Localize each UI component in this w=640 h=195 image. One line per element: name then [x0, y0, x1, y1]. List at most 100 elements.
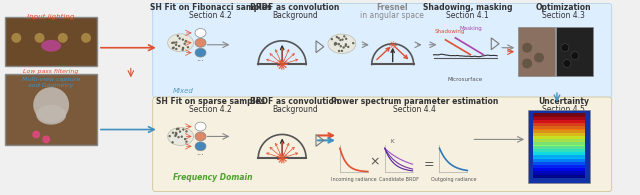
- Circle shape: [175, 134, 177, 136]
- Circle shape: [35, 33, 45, 43]
- Circle shape: [182, 49, 184, 51]
- Text: Section 4.1: Section 4.1: [446, 11, 489, 20]
- Circle shape: [33, 87, 69, 123]
- Circle shape: [571, 52, 579, 59]
- Circle shape: [42, 136, 50, 143]
- Text: Power spectrum parameter estimation: Power spectrum parameter estimation: [331, 97, 499, 106]
- Bar: [533, 168, 585, 171]
- Text: Candidate BRDF: Candidate BRDF: [379, 177, 419, 182]
- Circle shape: [32, 130, 40, 138]
- Bar: [533, 152, 585, 155]
- Circle shape: [339, 39, 342, 41]
- Ellipse shape: [195, 48, 206, 57]
- Ellipse shape: [41, 40, 61, 52]
- Circle shape: [182, 47, 184, 49]
- Circle shape: [335, 43, 338, 45]
- Bar: [533, 139, 585, 143]
- Circle shape: [175, 44, 177, 46]
- Circle shape: [184, 43, 186, 45]
- Ellipse shape: [195, 38, 206, 47]
- Bar: [533, 155, 585, 159]
- Circle shape: [182, 128, 184, 131]
- Circle shape: [338, 43, 340, 45]
- Bar: [533, 116, 585, 120]
- Text: Section 4.4: Section 4.4: [393, 105, 436, 114]
- Circle shape: [342, 46, 345, 49]
- Circle shape: [168, 135, 171, 137]
- Text: ...: ...: [196, 148, 204, 157]
- Text: Background: Background: [272, 11, 318, 20]
- Circle shape: [561, 44, 569, 52]
- Circle shape: [344, 45, 347, 47]
- Text: Masking: Masking: [460, 26, 483, 31]
- Circle shape: [58, 33, 68, 43]
- Ellipse shape: [168, 34, 193, 52]
- Text: SH Fit on sparse samples: SH Fit on sparse samples: [156, 97, 265, 106]
- Bar: [533, 171, 585, 175]
- Circle shape: [172, 141, 174, 144]
- Ellipse shape: [195, 28, 206, 37]
- Circle shape: [522, 43, 532, 53]
- Circle shape: [173, 41, 175, 44]
- Text: Section 4.3: Section 4.3: [543, 11, 586, 20]
- FancyBboxPatch shape: [556, 27, 593, 76]
- Text: BRDF as convolution: BRDF as convolution: [250, 3, 340, 12]
- Ellipse shape: [328, 34, 356, 53]
- Bar: [533, 136, 585, 139]
- Text: Input lighting: Input lighting: [28, 14, 75, 20]
- Circle shape: [174, 135, 177, 137]
- Circle shape: [184, 40, 187, 43]
- Circle shape: [12, 33, 21, 43]
- Circle shape: [176, 128, 178, 130]
- Text: Shadowing: Shadowing: [435, 29, 465, 34]
- Circle shape: [343, 35, 346, 37]
- Circle shape: [340, 50, 343, 52]
- Text: Shadowing, masking: Shadowing, masking: [422, 3, 512, 12]
- Bar: [533, 123, 585, 126]
- Circle shape: [187, 46, 189, 48]
- Circle shape: [340, 45, 342, 47]
- Circle shape: [175, 133, 178, 135]
- Text: in angular space: in angular space: [360, 11, 424, 20]
- FancyBboxPatch shape: [5, 17, 97, 66]
- FancyBboxPatch shape: [153, 3, 612, 98]
- Circle shape: [177, 128, 180, 130]
- Bar: [533, 126, 585, 130]
- Text: BRDF as convolution: BRDF as convolution: [250, 97, 340, 106]
- Text: ...: ...: [196, 54, 204, 63]
- FancyBboxPatch shape: [528, 110, 590, 183]
- Circle shape: [345, 43, 347, 45]
- Text: Section 4.2: Section 4.2: [189, 105, 232, 114]
- Circle shape: [175, 132, 177, 134]
- Bar: [533, 113, 585, 117]
- Text: Frequency Domain: Frequency Domain: [173, 173, 252, 182]
- FancyBboxPatch shape: [153, 97, 612, 192]
- Circle shape: [336, 36, 338, 38]
- Circle shape: [186, 140, 188, 143]
- Bar: [533, 174, 585, 178]
- Text: Optimization: Optimization: [536, 3, 592, 12]
- Text: $=$: $=$: [420, 156, 435, 168]
- Text: Incoming radiance: Incoming radiance: [331, 177, 377, 182]
- Circle shape: [341, 38, 344, 41]
- Text: Multi-view capture
and Geometry: Multi-view capture and Geometry: [22, 77, 81, 88]
- Circle shape: [184, 138, 186, 140]
- Ellipse shape: [195, 142, 206, 151]
- Circle shape: [180, 136, 183, 138]
- Circle shape: [563, 59, 571, 67]
- Circle shape: [347, 46, 349, 48]
- Text: Section 4.5: Section 4.5: [543, 105, 586, 114]
- Circle shape: [171, 42, 173, 44]
- Circle shape: [172, 132, 174, 134]
- Circle shape: [175, 48, 177, 50]
- Circle shape: [333, 43, 336, 45]
- Circle shape: [338, 50, 340, 52]
- Text: Uncertainty: Uncertainty: [538, 97, 589, 106]
- Circle shape: [352, 42, 355, 44]
- Circle shape: [534, 53, 544, 63]
- Circle shape: [175, 41, 177, 44]
- Circle shape: [182, 38, 184, 41]
- FancyBboxPatch shape: [518, 27, 555, 76]
- Bar: [533, 129, 585, 133]
- Bar: [533, 165, 585, 168]
